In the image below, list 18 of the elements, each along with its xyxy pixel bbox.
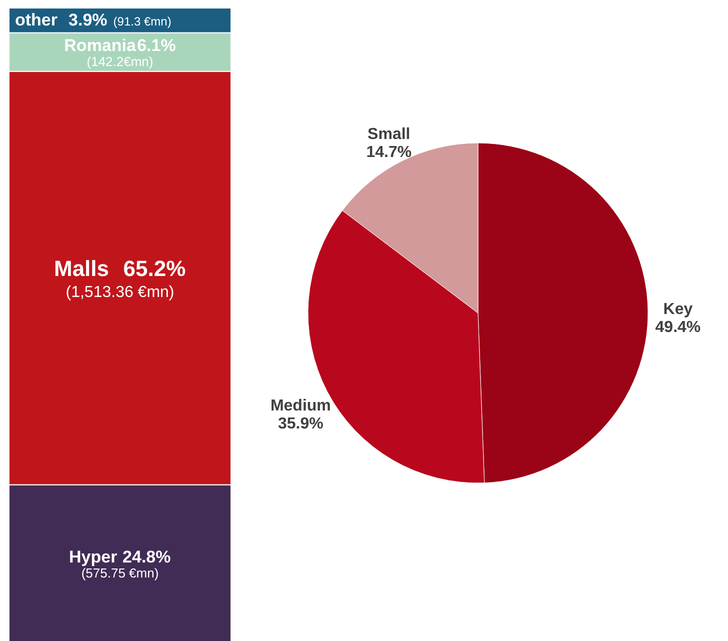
annotation: (91.3 €mn) (113, 14, 172, 28)
slice-label: Medium (270, 397, 331, 414)
data-label: 3.9% (68, 10, 108, 30)
annotation: (142.2€mn) (86, 54, 154, 70)
slice-label: Small (368, 126, 410, 143)
series-label: other (15, 10, 58, 30)
series-label: Malls (54, 256, 110, 282)
data-label: 6.1% (137, 36, 176, 56)
data-label: 65.2% (123, 256, 186, 282)
data-label: 14.7% (366, 144, 412, 161)
slice-label: Key (663, 301, 693, 318)
annotation: (575.75 €mn) (81, 565, 159, 580)
series-label: Hyper (69, 547, 118, 566)
data-label: 49.4% (655, 319, 701, 336)
series-label: Romania (64, 36, 136, 56)
annotation: (1,513.36 €mn) (66, 284, 174, 302)
data-label: 35.9% (278, 415, 324, 432)
data-label: 24.8% (122, 547, 171, 566)
